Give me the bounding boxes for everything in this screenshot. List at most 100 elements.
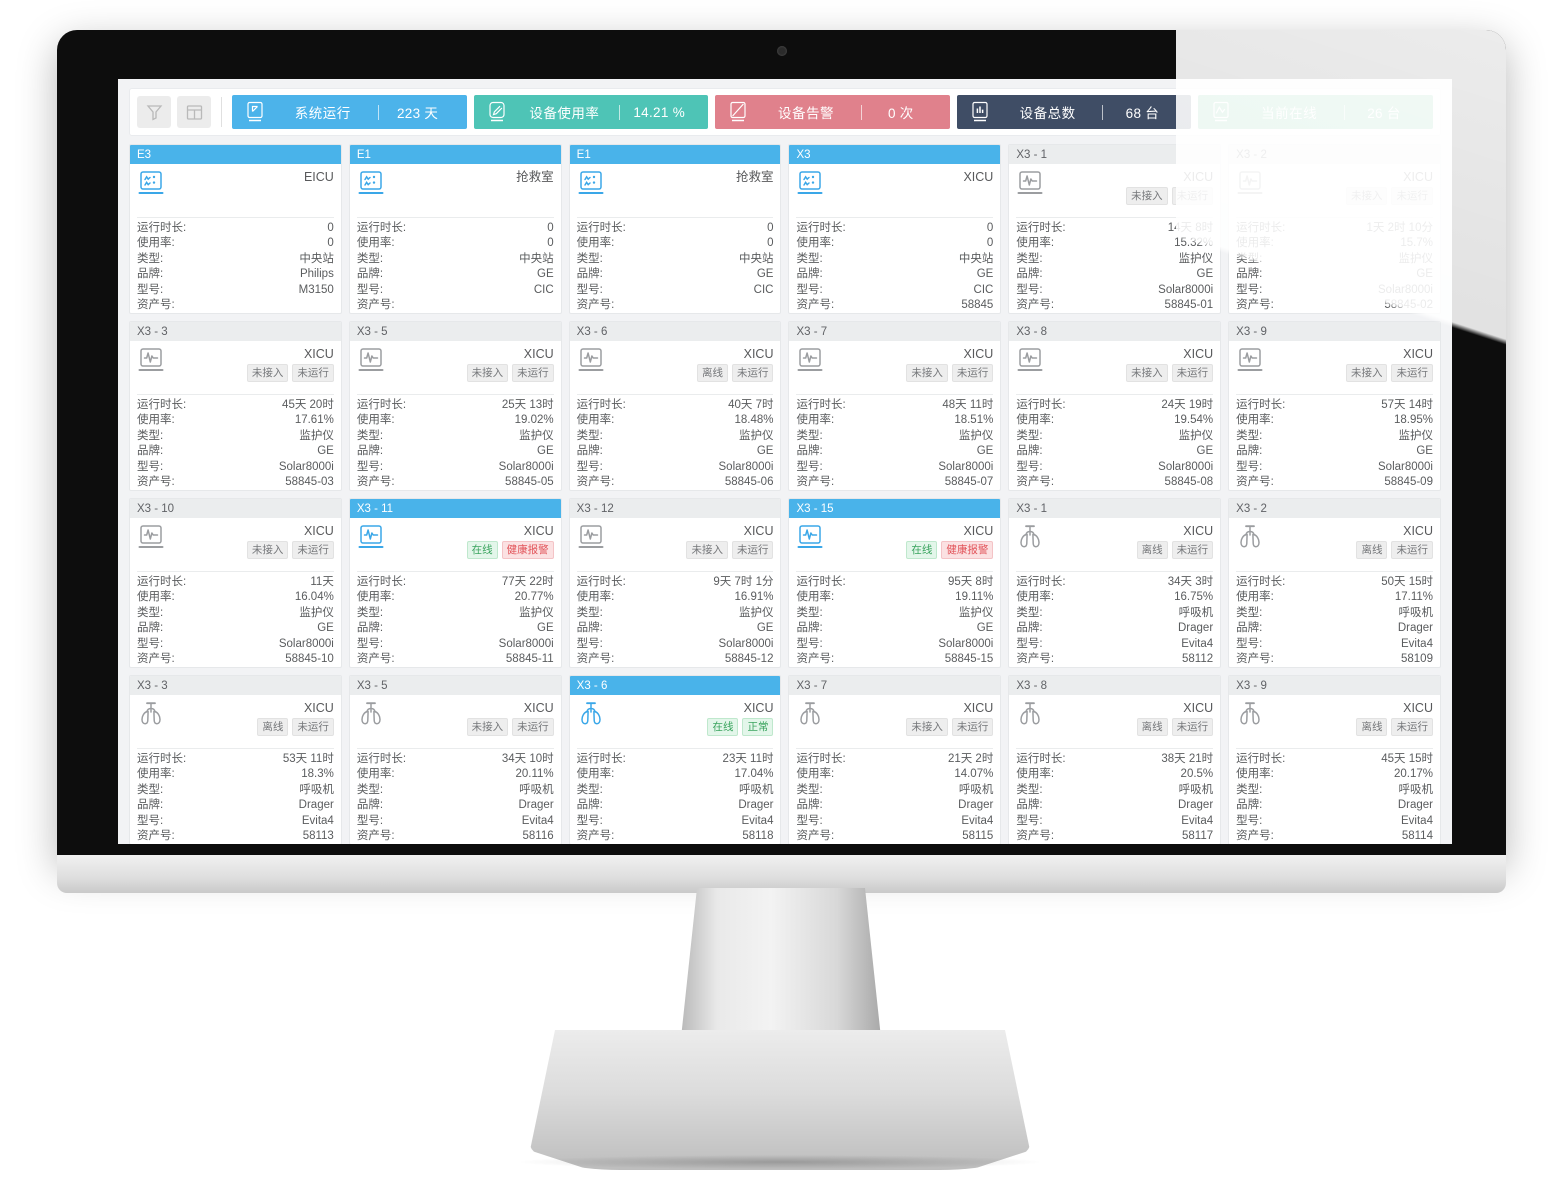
- device-card[interactable]: X3 - 10 XICU 未接入 未运行 运行时长: 11天 使用: [129, 498, 342, 668]
- card-top-right: XICU 离线 未运行: [1270, 700, 1433, 736]
- status-chip: 未接入: [466, 718, 509, 736]
- status-chip-row: 在线 正常: [707, 718, 774, 736]
- row-maintenance: 维护状态: 正常: [1236, 313, 1433, 314]
- kpi-device-usage-rate[interactable]: 设备使用率 14.21 %: [473, 95, 709, 129]
- card-detail-rows: 运行时长: 25天 13时 使用率: 19.02% 类型: 监护仪 品牌: GE…: [357, 398, 554, 490]
- kpi-total-devices[interactable]: 设备总数 68 台: [956, 95, 1192, 129]
- row-asset: 资产号:: [357, 298, 554, 313]
- status-chip: 未运行: [731, 364, 774, 382]
- row-value: 11天: [310, 576, 334, 588]
- device-card[interactable]: X3 - 8 XICU 未接入 未运行 运行时长: 24天 19时: [1008, 321, 1222, 491]
- department-label: XICU: [1403, 524, 1433, 538]
- row-model: 型号: Evita4: [357, 814, 554, 829]
- row-label: 品牌:: [137, 622, 164, 635]
- device-card[interactable]: X3 - 3 XICU 离线 未运行 运行时长: 53天 11时: [129, 675, 342, 844]
- row-label: 类型:: [356, 606, 384, 619]
- row-runtime: 运行时长: 53天 11时: [137, 752, 334, 767]
- device-card[interactable]: X3 - 11 XICU 在线 健康报警 运行时长: 77天 22时: [348, 498, 562, 668]
- device-card[interactable]: X3 - 5 XICU 未接入 未运行 运行时长: 25天 13时: [348, 321, 562, 491]
- row-usage: 使用率: 20.17%: [1236, 767, 1433, 782]
- device-card[interactable]: X3 - 12 XICU 未接入 未运行 运行时长: 9天 7时 1分: [568, 498, 782, 668]
- device-card[interactable]: X3 - 2 XICU 未接入 未运行 运行时长: 1天 2时 10分: [1228, 144, 1441, 314]
- row-value: Drager: [958, 799, 994, 812]
- card-detail-rows: 运行时长: 57天 14时 使用率: 18.95% 类型: 监护仪 品牌: GE…: [1236, 398, 1433, 491]
- row-value: 58845-12: [724, 652, 774, 665]
- device-card[interactable]: X3 - 2 XICU 离线 未运行 运行时长: 50天 15时: [1228, 498, 1441, 668]
- device-card[interactable]: E1 抢救室 运行时长: 0: [568, 144, 782, 314]
- row-label: 运行时长:: [796, 222, 846, 234]
- device-card[interactable]: X3 - 3 XICU 未接入 未运行 运行时长: 45天 20时: [129, 321, 342, 491]
- row-value: 20.11%: [515, 768, 554, 781]
- card-detail-rows: 运行时长: 14天 8时 使用率: 15.32% 类型: 监护仪 品牌: GE …: [1016, 221, 1214, 313]
- row-value: 0: [547, 237, 554, 250]
- row-value: 58845-15: [944, 652, 994, 665]
- layout-grid-icon[interactable]: [177, 96, 211, 128]
- row-label: 使用率:: [137, 591, 175, 604]
- card-header: X3 - 11: [349, 499, 561, 518]
- row-value: 中央站: [738, 252, 774, 265]
- row-value: 呼吸机: [738, 783, 774, 796]
- device-card[interactable]: X3 - 8 XICU 离线 未运行 运行时长: 38天 21时: [1008, 675, 1222, 844]
- card-title: X3 - 6: [576, 679, 608, 692]
- row-value: GE: [1196, 268, 1214, 281]
- device-card[interactable]: X3 XICU 运行时长: 0: [788, 144, 1002, 314]
- row-runtime: 运行时长: 0: [137, 221, 334, 236]
- row-label: 型号:: [576, 814, 603, 827]
- card-detail-rows: 运行时长: 45天 20时 使用率: 17.61% 类型: 监护仪 品牌: GE…: [137, 398, 334, 491]
- row-asset: 资产号: 58112: [1016, 652, 1213, 667]
- filter-funnel-icon[interactable]: [137, 96, 171, 128]
- row-value: 呼吸机: [299, 783, 334, 796]
- device-card[interactable]: X3 - 5 XICU 未接入 未运行 运行时长: 34天 10时: [348, 675, 562, 844]
- row-value: Evita4: [1181, 814, 1214, 827]
- department-label: XICU: [1403, 347, 1433, 361]
- row-type: 类型: 呼吸机: [796, 783, 993, 798]
- device-card[interactable]: X3 - 1 XICU 未接入 未运行 运行时长: 14天 8时: [1008, 144, 1222, 314]
- device-card[interactable]: X3 - 7 XICU 未接入 未运行 运行时长: 21天 2时: [788, 675, 1002, 844]
- row-label: 资产号:: [1016, 298, 1055, 311]
- device-card[interactable]: X3 - 9 XICU 未接入 未运行 运行时长: 57天 14时: [1228, 321, 1441, 491]
- row-label: 使用率:: [796, 591, 835, 604]
- device-card[interactable]: X3 - 9 XICU 离线 未运行 运行时长: 45天 15时: [1228, 675, 1441, 844]
- row-label: 品牌:: [796, 622, 823, 635]
- row-label: 类型:: [1016, 606, 1043, 619]
- status-chip-row: 未接入 未运行: [1126, 187, 1214, 205]
- status-chip: 离线: [257, 718, 289, 736]
- department-label: 抢救室: [735, 170, 774, 184]
- card-divider: [1236, 217, 1433, 218]
- row-label: 使用率:: [576, 414, 615, 427]
- row-maintenance: 维护状态: 正常: [137, 667, 334, 668]
- row-label: 运行时长:: [356, 753, 407, 765]
- row-brand: 品牌: GE: [137, 621, 334, 636]
- kpi-currently-online[interactable]: 当前在线 26 台: [1198, 95, 1433, 129]
- card-top-right: XICU 离线 未运行: [1050, 523, 1214, 559]
- row-value: 监护仪: [1398, 252, 1433, 265]
- device-card[interactable]: E1 抢救室 运行时长: 0: [348, 144, 562, 314]
- kpi-strip: 系统运行 223 天: [232, 95, 1433, 129]
- row-maintenance: 维护状态: PM: [137, 490, 334, 491]
- device-card[interactable]: X3 - 6 XICU 离线 未运行 运行时长: 40天 7时 使: [568, 321, 782, 491]
- row-value: 77天 22时: [501, 576, 554, 588]
- card-divider: [796, 394, 994, 395]
- department-label: XICU: [743, 524, 774, 538]
- card-top-right: XICU 未接入 未运行: [830, 700, 994, 736]
- row-maintenance: 维护状态: 正常: [1236, 490, 1433, 491]
- row-brand: 品牌: Philips: [137, 267, 334, 282]
- kpi-separator: [619, 104, 621, 120]
- device-card[interactable]: X3 - 6 XICU 在线 正常 运行时长: 23天 11时: [568, 675, 782, 844]
- row-value: 监护仪: [519, 606, 554, 619]
- monitor-icon: [357, 523, 391, 559]
- status-chip-row: 离线 未运行: [1136, 718, 1214, 736]
- kpi-system-runtime[interactable]: 系统运行 223 天: [232, 95, 467, 129]
- kpi-device-alarm[interactable]: 设备告警 0 次: [715, 95, 950, 129]
- status-chip: 在线: [906, 541, 938, 559]
- status-chip: 离线: [1136, 541, 1168, 559]
- device-card[interactable]: X3 - 15 XICU 在线 健康报警 运行时长: 95天 8时: [788, 498, 1002, 668]
- card-body: 抢救室 运行时长: 0 使用率: 0 类型: 中央站: [350, 164, 561, 313]
- status-chip: 未运行: [1171, 718, 1214, 736]
- row-type: 类型: 监护仪: [577, 429, 774, 444]
- device-card[interactable]: X3 - 7 XICU 未接入 未运行 运行时长: 48天 11时: [788, 321, 1002, 491]
- row-value: Evita4: [961, 814, 994, 827]
- monitor-icon: [357, 346, 391, 382]
- device-card[interactable]: E3 EICU 运行时长: 0: [129, 144, 342, 314]
- device-card[interactable]: X3 - 1 XICU 离线 未运行 运行时长: 34天 3时: [1008, 498, 1222, 668]
